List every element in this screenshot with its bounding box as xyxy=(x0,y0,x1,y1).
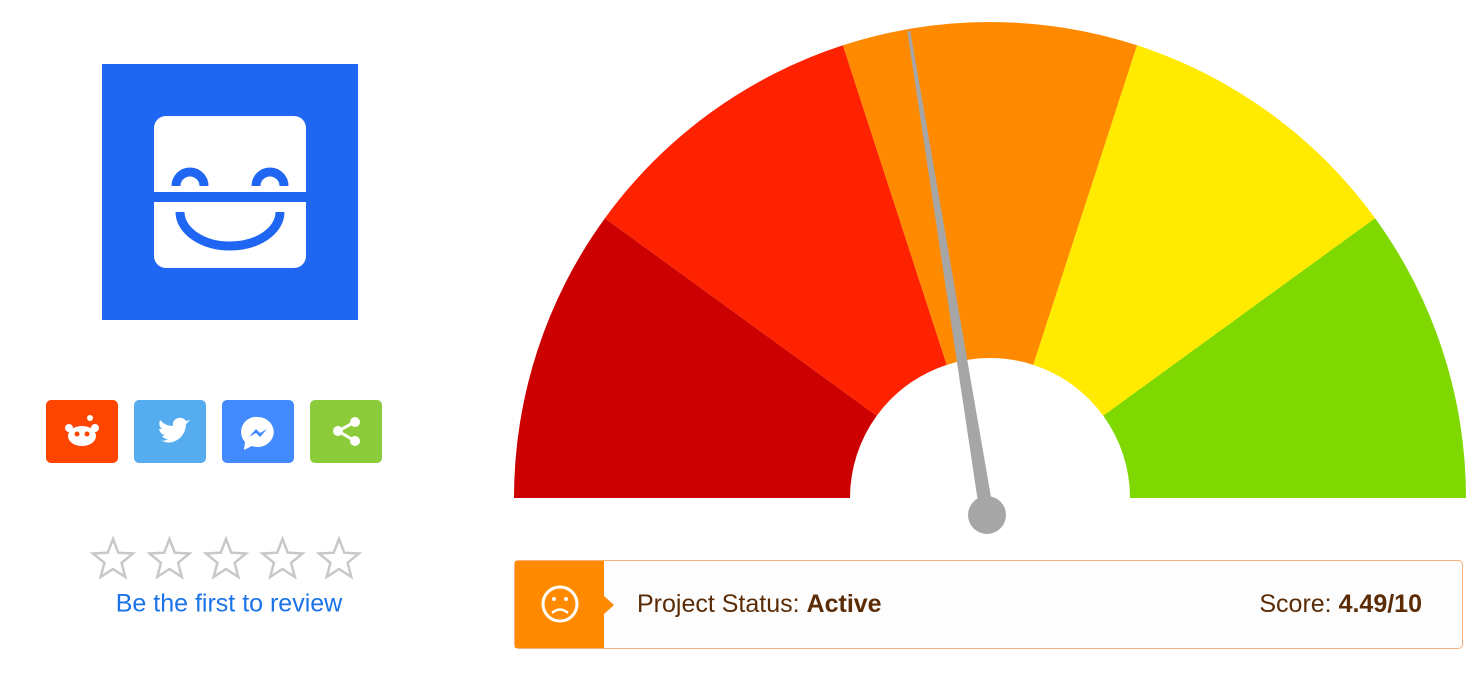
gauge-needle xyxy=(907,31,994,517)
score-label: Score: xyxy=(1259,590,1331,618)
review-link[interactable]: Be the first to review xyxy=(116,590,343,618)
star[interactable] xyxy=(146,535,193,580)
share-messenger[interactable] xyxy=(222,400,294,463)
star[interactable] xyxy=(89,535,137,580)
star[interactable] xyxy=(259,535,306,580)
status-value: Active xyxy=(807,590,882,618)
gauge-segment xyxy=(842,22,1138,365)
score-gauge xyxy=(514,22,1466,534)
rating-stars[interactable] xyxy=(89,535,363,580)
share-twitter[interactable] xyxy=(134,400,206,463)
gauge-segment xyxy=(604,45,947,416)
gauge-pivot xyxy=(968,496,1006,534)
status-label: Project Status: xyxy=(637,590,800,618)
star[interactable] xyxy=(202,535,250,580)
gauge-segment xyxy=(514,218,877,498)
status-bar: Project Status: Active Score: 4.49/10 xyxy=(514,560,1463,649)
score-text: Score: 4.49/10 xyxy=(1259,590,1422,618)
share-generic[interactable] xyxy=(310,400,382,463)
score-value: 4.49/10 xyxy=(1339,590,1422,618)
star[interactable] xyxy=(315,535,363,580)
gauge-segment xyxy=(1033,45,1376,416)
share-reddit[interactable] xyxy=(46,400,118,463)
project-logo xyxy=(102,64,358,320)
gauge-segment xyxy=(1103,218,1466,498)
status-text: Project Status: Active xyxy=(637,590,882,618)
